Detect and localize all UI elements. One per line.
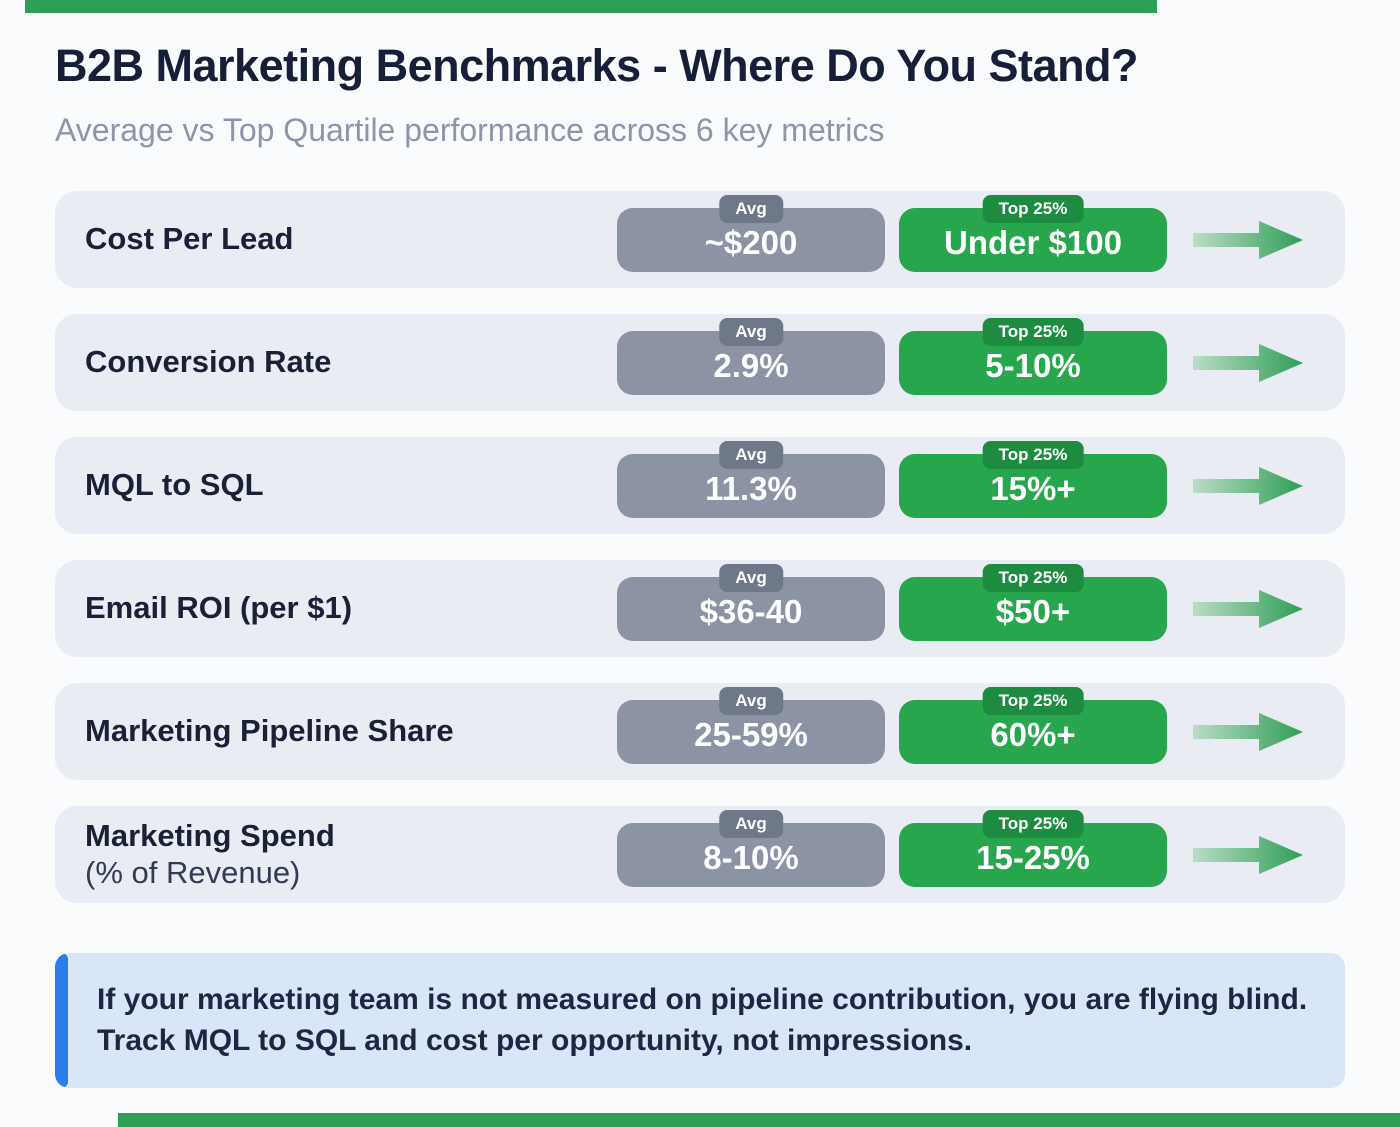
top-tab-label: Top 25%: [982, 809, 1084, 838]
metric-name: Email ROI (per $1): [85, 590, 353, 626]
benchmark-row-email-roi: Email ROI (per $1) Avg $36-40 Top 25% $5…: [55, 560, 1345, 657]
top-quartile-badge: Top 25% Under $100: [899, 194, 1167, 272]
top-badge-cell: Top 25% 60%+: [899, 686, 1167, 764]
takeaway-callout: If your marketing team is not measured o…: [55, 953, 1345, 1088]
avg-value: ~$200: [704, 224, 798, 261]
metric-label: Cost Per Lead: [85, 221, 603, 258]
top-tab-label: Top 25%: [982, 563, 1084, 592]
avg-value: 11.3%: [705, 470, 797, 507]
metric-label: Marketing Pipeline Share: [85, 713, 603, 750]
arrow-icon: [1175, 587, 1321, 631]
avg-tab-label: Avg: [719, 194, 783, 223]
avg-badge: Avg ~$200: [617, 194, 885, 272]
top-value: 15%+: [990, 470, 1076, 507]
avg-badge: Avg 11.3%: [617, 440, 885, 518]
avg-badge-cell: Avg $36-40: [617, 563, 885, 641]
top-badge-cell: Top 25% $50+: [899, 563, 1167, 641]
avg-value: 2.9%: [713, 347, 789, 384]
metric-name: MQL to SQL: [85, 467, 264, 503]
metric-label: Marketing Spend (% of Revenue): [85, 818, 603, 891]
benchmark-row-marketing-spend: Marketing Spend (% of Revenue) Avg 8-10%…: [55, 806, 1345, 903]
avg-badge: Avg 8-10%: [617, 809, 885, 887]
bottom-green-strip: [118, 1113, 1400, 1127]
avg-badge-cell: Avg 11.3%: [617, 440, 885, 518]
top-badge-cell: Top 25% 15%+: [899, 440, 1167, 518]
avg-tab-label: Avg: [719, 317, 783, 346]
top-value: $50+: [995, 593, 1071, 630]
benchmark-rows: Cost Per Lead Avg ~$200 Top 25% Under $1…: [55, 191, 1345, 903]
avg-value: 8-10%: [703, 839, 799, 876]
top-tab-label: Top 25%: [982, 317, 1084, 346]
benchmark-row-pipeline-share: Marketing Pipeline Share Avg 25-59% Top …: [55, 683, 1345, 780]
top-tab-label: Top 25%: [982, 440, 1084, 469]
top-quartile-badge: Top 25% 5-10%: [899, 317, 1167, 395]
metric-subname: (% of Revenue): [85, 854, 301, 890]
avg-badge: Avg 2.9%: [617, 317, 885, 395]
page-subtitle: Average vs Top Quartile performance acro…: [55, 112, 885, 148]
top-quartile-badge: Top 25% 15-25%: [899, 809, 1167, 887]
top-value: Under $100: [944, 224, 1122, 261]
callout-accent-bar: [55, 953, 68, 1088]
callout-text: If your marketing team is not measured o…: [97, 983, 1308, 1058]
top-value: 5-10%: [985, 347, 1081, 384]
metric-label: MQL to SQL: [85, 467, 603, 504]
top-badge-cell: Top 25% 5-10%: [899, 317, 1167, 395]
benchmark-row-conversion-rate: Conversion Rate Avg 2.9% Top 25% 5-10%: [55, 314, 1345, 411]
top-quartile-badge: Top 25% $50+: [899, 563, 1167, 641]
avg-tab-label: Avg: [719, 563, 783, 592]
metric-name: Conversion Rate: [85, 344, 332, 380]
metric-label: Conversion Rate: [85, 344, 603, 381]
arrow-icon: [1175, 833, 1321, 877]
page-title: B2B Marketing Benchmarks - Where Do You …: [55, 40, 1139, 91]
avg-badge-cell: Avg ~$200: [617, 194, 885, 272]
arrow-icon: [1175, 218, 1321, 262]
avg-badge: Avg 25-59%: [617, 686, 885, 764]
top-tab-label: Top 25%: [982, 686, 1084, 715]
infographic: B2B Marketing Benchmarks - Where Do You …: [55, 40, 1345, 1088]
avg-tab-label: Avg: [719, 686, 783, 715]
avg-value: $36-40: [699, 593, 803, 630]
top-tab-label: Top 25%: [982, 194, 1084, 223]
benchmark-row-cost-per-lead: Cost Per Lead Avg ~$200 Top 25% Under $1…: [55, 191, 1345, 288]
arrow-icon: [1175, 710, 1321, 754]
avg-badge-cell: Avg 8-10%: [617, 809, 885, 887]
arrow-icon: [1175, 464, 1321, 508]
metric-name: Cost Per Lead: [85, 221, 294, 257]
metric-name: Marketing Pipeline Share: [85, 713, 454, 749]
top-badge-cell: Top 25% 15-25%: [899, 809, 1167, 887]
avg-value: 25-59%: [694, 716, 808, 753]
avg-badge-cell: Avg 25-59%: [617, 686, 885, 764]
top-value: 60%+: [990, 716, 1076, 753]
arrow-icon: [1175, 341, 1321, 385]
metric-label: Email ROI (per $1): [85, 590, 603, 627]
top-green-strip: [25, 0, 1157, 13]
benchmark-row-mql-to-sql: MQL to SQL Avg 11.3% Top 25% 15%+: [55, 437, 1345, 534]
avg-tab-label: Avg: [719, 809, 783, 838]
top-badge-cell: Top 25% Under $100: [899, 194, 1167, 272]
metric-name: Marketing Spend: [85, 817, 335, 853]
top-value: 15-25%: [976, 839, 1090, 876]
avg-badge-cell: Avg 2.9%: [617, 317, 885, 395]
avg-badge: Avg $36-40: [617, 563, 885, 641]
top-quartile-badge: Top 25% 60%+: [899, 686, 1167, 764]
top-quartile-badge: Top 25% 15%+: [899, 440, 1167, 518]
avg-tab-label: Avg: [719, 440, 783, 469]
